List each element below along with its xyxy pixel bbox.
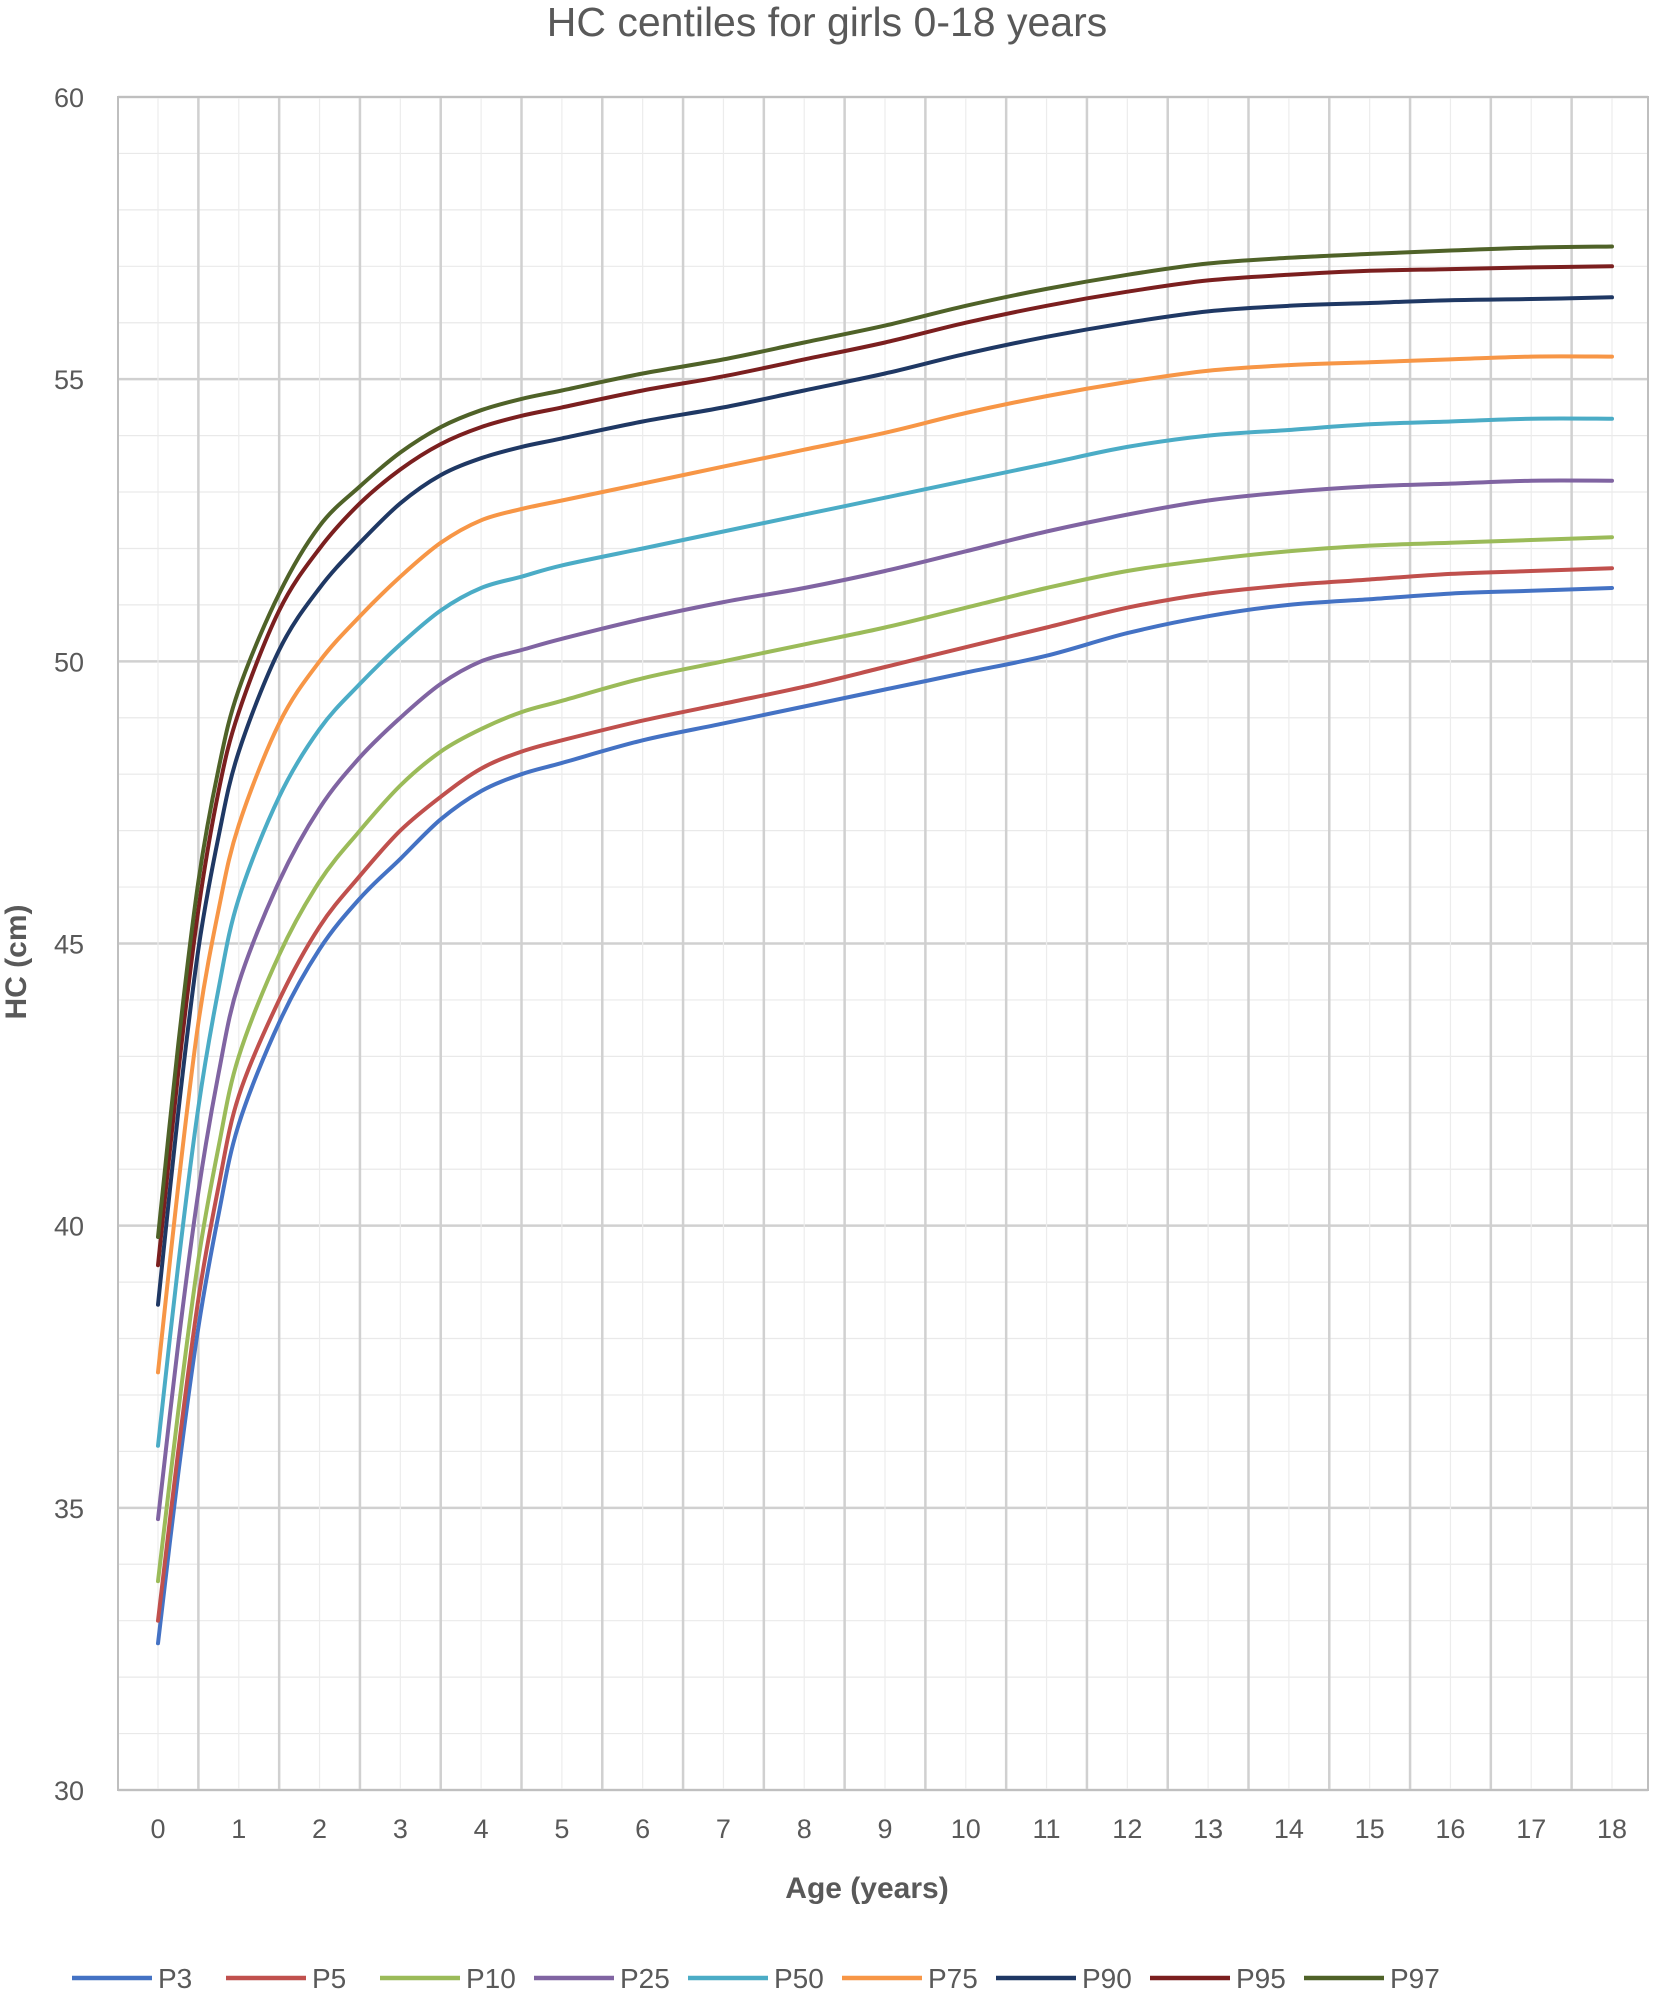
series-line-p25 bbox=[156, 478, 1614, 1522]
y-axis-label: HC (cm) bbox=[0, 904, 33, 1019]
x-tick-label: 6 bbox=[635, 1814, 650, 1844]
x-tick-label: 7 bbox=[716, 1814, 731, 1844]
x-tick-label: 15 bbox=[1355, 1814, 1385, 1844]
series-line-p5 bbox=[156, 566, 1614, 1623]
series-line-p97 bbox=[156, 244, 1614, 1239]
x-tick-label: 1 bbox=[231, 1814, 246, 1844]
legend-label-p97: P97 bbox=[1390, 1963, 1440, 1994]
x-tick-label: 5 bbox=[554, 1814, 569, 1844]
y-tick-label: 30 bbox=[54, 1776, 84, 1806]
x-tick-label: 10 bbox=[951, 1814, 981, 1844]
x-tick-label: 8 bbox=[797, 1814, 812, 1844]
legend-label-p25: P25 bbox=[620, 1963, 670, 1994]
x-tick-label: 4 bbox=[474, 1814, 489, 1844]
series-layer bbox=[156, 244, 1614, 1646]
plot-border bbox=[117, 96, 1649, 1791]
x-tick-label: 13 bbox=[1193, 1814, 1223, 1844]
y-tick-label: 40 bbox=[54, 1212, 84, 1242]
x-tick-label: 17 bbox=[1516, 1814, 1546, 1844]
grid bbox=[118, 95, 1648, 1792]
x-tick-label: 12 bbox=[1112, 1814, 1142, 1844]
legend-label-p50: P50 bbox=[774, 1963, 824, 1994]
legend: P3 P5 P10 P25 P50 P75 P90 P95 P97 bbox=[72, 1963, 1440, 1994]
x-tick-labels: 0 1 2 3 4 5 6 7 8 9 10 11 12 13 14 15 16 17 18 bbox=[150, 1814, 1627, 1844]
x-tick-label: 0 bbox=[150, 1814, 165, 1844]
y-tick-label: 60 bbox=[54, 83, 84, 113]
series-line-p95 bbox=[156, 264, 1614, 1268]
y-tick-labels: 30 35 40 45 50 55 60 bbox=[54, 83, 84, 1806]
series-line-p3 bbox=[156, 586, 1614, 1646]
legend-label-p90: P90 bbox=[1082, 1963, 1132, 1994]
x-tick-label: 14 bbox=[1274, 1814, 1304, 1844]
legend-label-p10: P10 bbox=[466, 1963, 516, 1994]
legend-label-p3: P3 bbox=[158, 1963, 192, 1994]
y-tick-label: 45 bbox=[54, 930, 84, 960]
y-tick-label: 55 bbox=[54, 365, 84, 395]
x-tick-label: 2 bbox=[312, 1814, 327, 1844]
plot-frame bbox=[117, 96, 1649, 1791]
chart-title: HC centiles for girls 0-18 years bbox=[547, 0, 1108, 45]
x-tick-label: 11 bbox=[1033, 1814, 1061, 1844]
y-tick-label: 35 bbox=[54, 1494, 84, 1524]
legend-label-p95: P95 bbox=[1236, 1963, 1286, 1994]
x-tick-label: 3 bbox=[393, 1814, 408, 1844]
series-line-p90 bbox=[156, 295, 1614, 1307]
x-tick-label: 9 bbox=[877, 1814, 892, 1844]
x-axis-label: Age (years) bbox=[785, 1872, 948, 1905]
x-tick-label: 18 bbox=[1597, 1814, 1627, 1844]
series-line-p10 bbox=[156, 535, 1614, 1584]
x-tick-label: 16 bbox=[1435, 1814, 1465, 1844]
series-line-p50 bbox=[156, 416, 1614, 1448]
legend-label-p5: P5 bbox=[312, 1963, 346, 1994]
y-tick-label: 50 bbox=[54, 647, 84, 677]
series-line-p75 bbox=[156, 354, 1614, 1375]
legend-label-p75: P75 bbox=[928, 1963, 978, 1994]
